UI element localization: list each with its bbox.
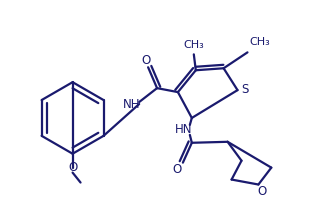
Text: NH: NH xyxy=(122,97,140,111)
Text: O: O xyxy=(172,163,182,176)
Text: O: O xyxy=(68,161,77,174)
Text: O: O xyxy=(258,185,267,198)
Text: CH₃: CH₃ xyxy=(249,37,270,48)
Text: O: O xyxy=(142,54,151,67)
Text: CH₃: CH₃ xyxy=(183,41,204,50)
Text: S: S xyxy=(241,83,248,96)
Text: HN: HN xyxy=(175,123,193,136)
